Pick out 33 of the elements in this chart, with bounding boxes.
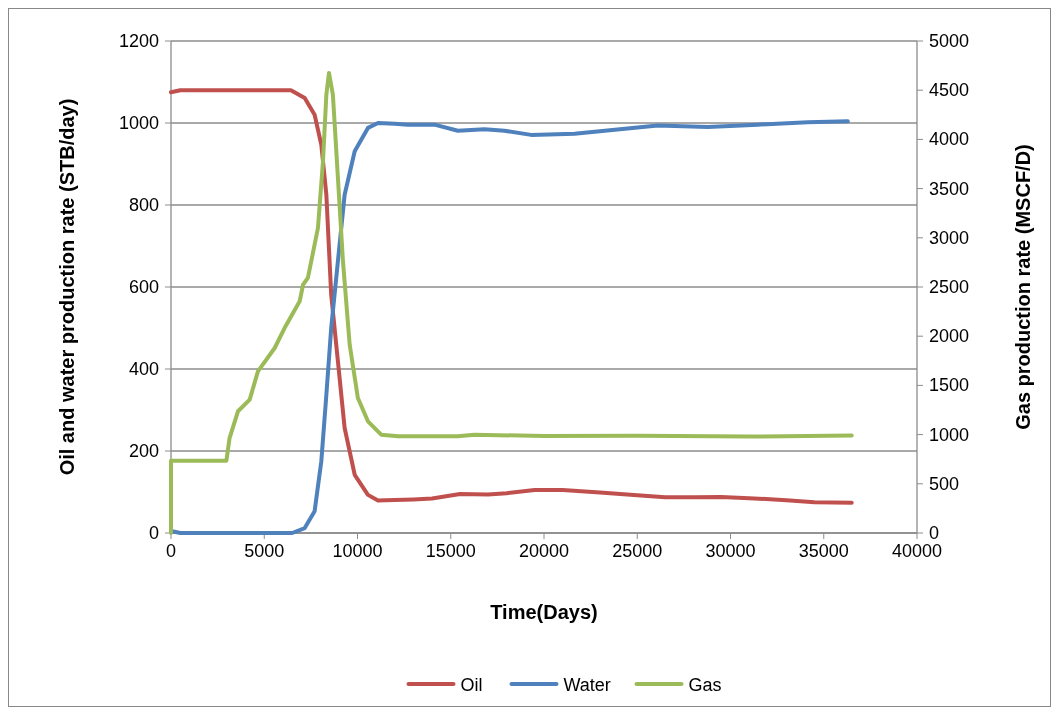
y2-tick-label: 0	[929, 523, 940, 543]
y2-tick-label: 4000	[929, 129, 970, 150]
y-tick-label: 1000	[118, 113, 159, 133]
legend-label: Water	[563, 675, 611, 695]
y-axis-title: Oil and water production rate (STB/day)	[56, 98, 78, 476]
legend-label: Gas	[688, 675, 722, 695]
y2-tick-label: 2500	[929, 277, 970, 297]
y2-tick-label: 5000	[929, 31, 970, 51]
x-tick-label: 30000	[705, 541, 756, 561]
y2-tick-label: 4500	[929, 80, 970, 101]
y-tick-label: 800	[128, 195, 159, 215]
y-tick-label: 400	[128, 359, 159, 379]
y2-axis-title: Gas production rate (MSCF/D)	[1012, 144, 1034, 430]
x-axis-title: Time(Days)	[490, 601, 598, 623]
x-tick-label: 15000	[425, 541, 476, 561]
legend-label: Oil	[460, 675, 483, 695]
y-tick-label: 1200	[118, 31, 159, 51]
y2-tick-label: 3000	[929, 227, 970, 248]
y2-tick-label: 1500	[929, 375, 970, 396]
x-tick-label: 10000	[332, 541, 383, 561]
y2-tick-label: 500	[929, 473, 960, 494]
y-tick-label: 600	[128, 277, 159, 297]
y2-tick-label: 2000	[929, 326, 970, 347]
y-tick-label: 0	[148, 523, 159, 543]
y2-tick-label: 1000	[929, 424, 970, 445]
x-tick-label: 35000	[798, 541, 849, 561]
x-tick-label: 0	[165, 541, 177, 561]
x-tick-label: 40000	[891, 541, 943, 561]
x-tick-label: 20000	[518, 541, 570, 561]
x-tick-label: 5000	[244, 541, 285, 561]
y2-tick-label: 3500	[929, 178, 970, 199]
x-tick-label: 25000	[612, 541, 663, 561]
y-tick-label: 200	[128, 441, 159, 461]
